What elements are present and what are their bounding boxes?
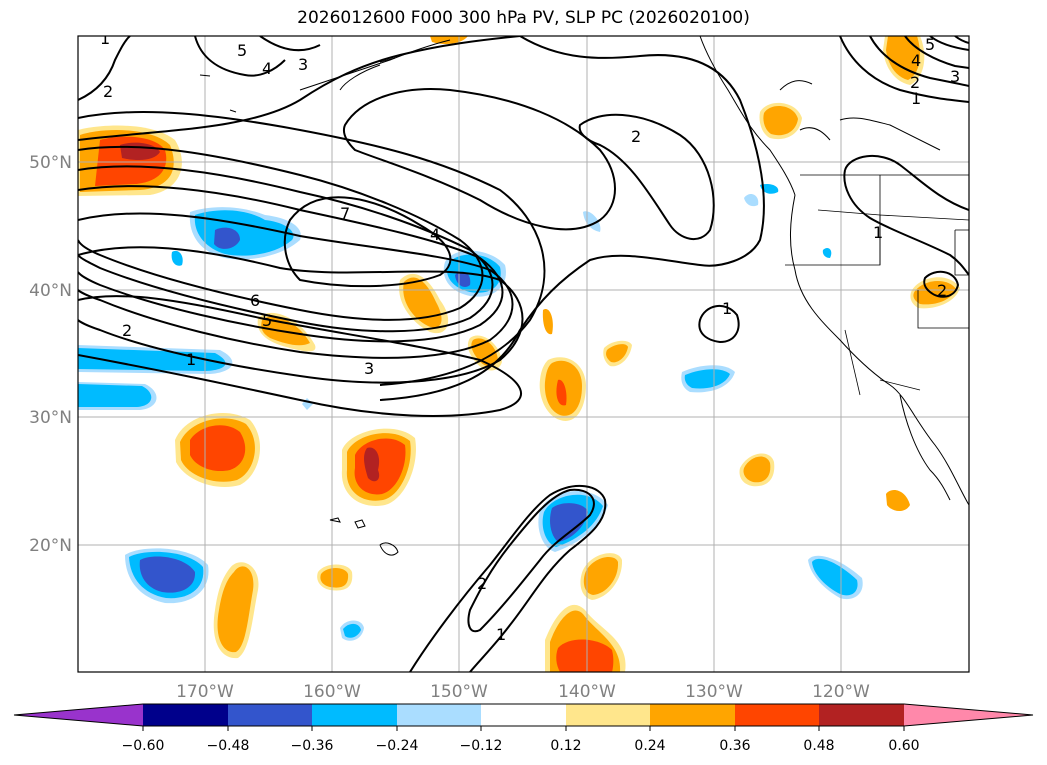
colorbar-segment: [819, 704, 904, 726]
colorbar-tick-label: 0.36: [719, 738, 750, 754]
lon-label: 120°W: [812, 682, 870, 702]
pv-positive-patch: [217, 566, 254, 653]
pv-positive-patch: [606, 344, 628, 363]
contour-label: 5: [237, 41, 247, 60]
colorbar-segment: [143, 704, 228, 726]
pv-positive-patch: [190, 425, 246, 472]
colorbar-segment: [650, 704, 735, 726]
pv-positive-patch: [913, 280, 956, 305]
contour-label: 2: [122, 321, 132, 340]
contour-label: 1: [722, 299, 732, 318]
lat-label: 30°N: [29, 408, 72, 428]
pv-negative-patch: [822, 247, 832, 258]
colorbar-tick-label: −0.36: [291, 738, 334, 754]
pv-negative-patch: [139, 556, 196, 593]
colorbar-segment: [566, 704, 650, 726]
slp-contours: [78, 36, 969, 672]
pv-positive-patch: [320, 568, 349, 588]
colorbar-extend-left: [14, 704, 143, 726]
colorbar-segment: [397, 704, 481, 726]
plot-frame: [77, 35, 970, 673]
contour-label: 2: [477, 574, 487, 593]
contour-label: 1: [873, 223, 883, 242]
contour-label: 1: [911, 89, 921, 108]
pv-positive-patch: [556, 379, 567, 406]
pv-negative-patch: [343, 623, 361, 638]
contour-label: 3: [298, 55, 308, 74]
contour-label: 2: [631, 127, 641, 146]
colorbar-segment: [735, 704, 819, 726]
pv-positive-patch: [886, 489, 910, 512]
lon-label: 150°W: [430, 682, 488, 702]
colorbar-tick-label: 0.48: [803, 738, 834, 754]
coastlines: [199, 36, 969, 556]
lon-label: 160°W: [303, 682, 361, 702]
longitude-labels: 170°W 160°W 150°W 140°W 130°W 120°W: [176, 682, 870, 702]
pv-negative-patch: [760, 183, 779, 194]
contour-label: 5: [925, 35, 935, 54]
pv-positive-patch: [763, 106, 798, 136]
colorbar-segment: [312, 704, 397, 726]
lat-label: 40°N: [29, 281, 72, 301]
pv-negative-patch: [171, 250, 183, 266]
colorbar-tick-label: 0.60: [888, 738, 919, 754]
contour-label: 1: [186, 350, 196, 369]
contour-label: 1: [496, 625, 506, 644]
pv-positive-patch: [364, 447, 380, 482]
contour-label: 4: [430, 225, 440, 244]
pv-anomaly-fills: [78, 36, 960, 672]
contour-label: 7: [340, 204, 350, 223]
lon-label: 170°W: [176, 682, 234, 702]
contour-label: 2: [103, 82, 113, 101]
pv-positive-patch: [743, 456, 771, 483]
colorbar-tick-label: −0.24: [376, 738, 419, 754]
lon-label: 130°W: [685, 682, 743, 702]
pv-positive-patch: [583, 556, 619, 595]
colorbar: −0.60 −0.48 −0.36 −0.24 −0.12 0.12 0.24 …: [13, 703, 1034, 754]
colorbar-tick-label: −0.12: [460, 738, 503, 754]
lat-label: 50°N: [29, 153, 72, 173]
latitude-labels: 50°N 40°N 30°N 20°N: [29, 153, 72, 556]
contour-label: 4: [262, 59, 272, 78]
contour-label: 5: [262, 311, 272, 330]
graticule: [78, 36, 969, 672]
pv-negative-patch: [214, 227, 240, 249]
pv-negative-patch: [78, 348, 226, 371]
colorbar-extend-right: [904, 704, 1033, 726]
colorbar-segment: [228, 704, 312, 726]
contour-label: 2: [910, 73, 920, 92]
contour-label: 3: [364, 359, 374, 378]
colorbar-tick-label: 0.24: [634, 738, 665, 754]
pv-positive-patch: [542, 309, 553, 335]
contour-label: 3: [950, 67, 960, 86]
colorbar-tick-label: −0.60: [122, 738, 165, 754]
pv-positive-patch: [886, 36, 920, 80]
pv-negative-patch: [78, 384, 152, 407]
lon-label: 140°W: [558, 682, 616, 702]
pv-negative-patch: [812, 558, 858, 596]
borders: [785, 174, 969, 396]
contour-labels: 1 2 5 4 3 7 4 6 5 2 1 3 2 1 2 1 5 4 3 2 …: [100, 29, 960, 644]
pv-positive-patch: [556, 639, 614, 672]
map-title: 2026012600 F000 300 hPa PV, SLP PC (2026…: [297, 8, 750, 28]
colorbar-tick-label: −0.48: [207, 738, 250, 754]
pv-negative-patch: [550, 503, 588, 542]
contour-label: 4: [911, 51, 921, 70]
contour-label: 1: [100, 29, 110, 48]
contour-label: 2: [937, 281, 947, 300]
colorbar-segment: [481, 704, 566, 726]
pv-negative-patch: [684, 369, 730, 389]
pv-negative-patch: [744, 194, 759, 207]
colorbar-tick-label: 0.12: [550, 738, 581, 754]
contour-label: 6: [250, 291, 260, 310]
lat-label: 20°N: [29, 536, 72, 556]
